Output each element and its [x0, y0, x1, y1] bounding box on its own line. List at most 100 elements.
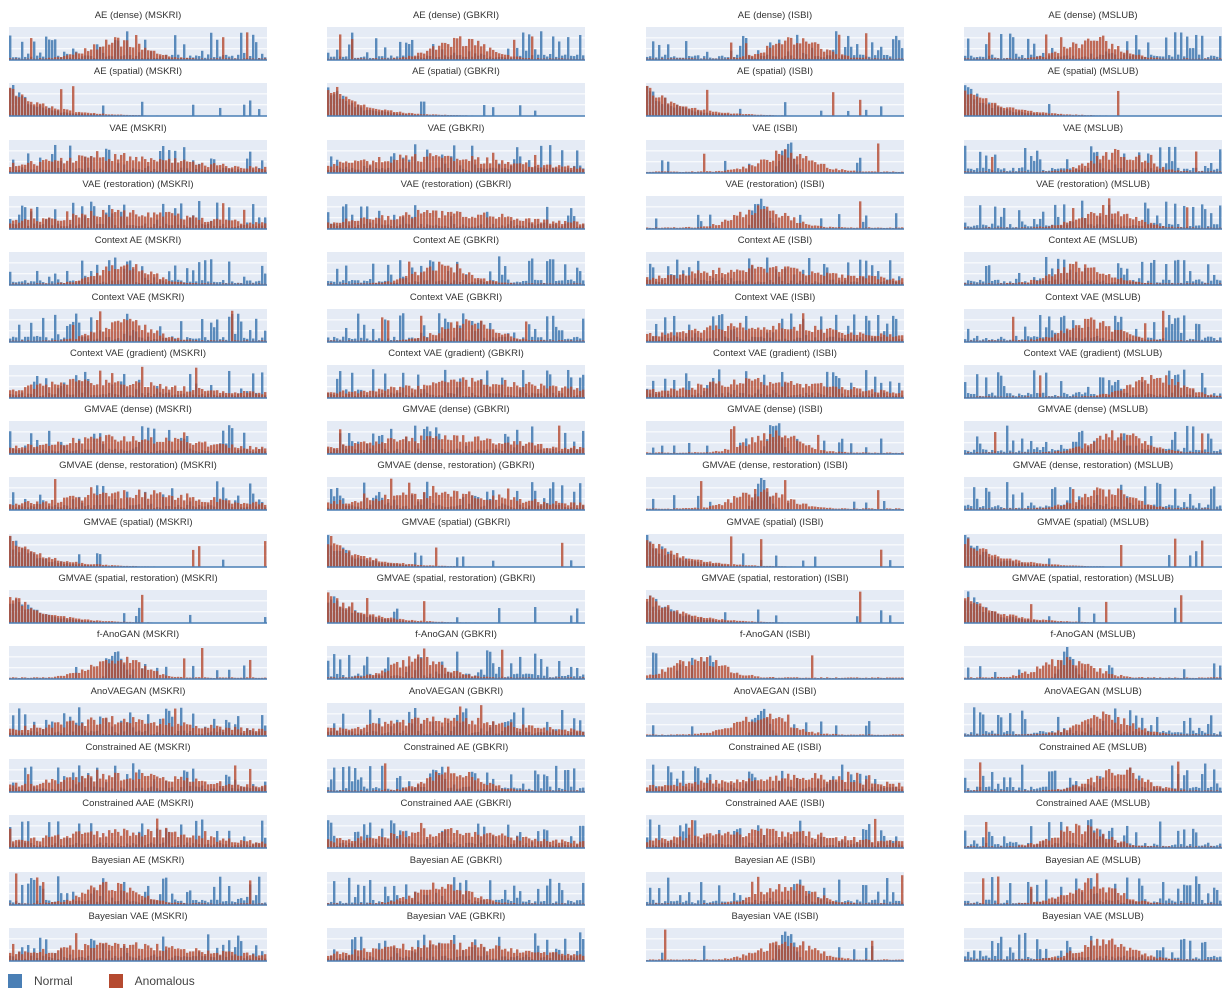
normal-bar	[1039, 314, 1042, 342]
anomalous-bar	[772, 45, 775, 60]
anomalous-bar	[582, 389, 585, 398]
normal-bar	[546, 206, 549, 229]
anomalous-bar	[682, 106, 685, 117]
normal-bar	[667, 44, 670, 60]
anomalous-bar	[1126, 384, 1129, 398]
normal-bar	[171, 54, 174, 60]
normal-bar	[664, 316, 667, 342]
normal-bar	[877, 50, 880, 60]
normal-bar	[1219, 393, 1222, 398]
anomalous-bar	[769, 47, 772, 60]
anomalous-bar	[579, 167, 582, 173]
anomalous-bar	[48, 108, 51, 117]
anomalous-bar	[850, 331, 853, 342]
anomalous-bar	[132, 209, 135, 229]
anomalous-bar	[1072, 207, 1075, 229]
anomalous-bar	[781, 386, 784, 398]
normal-bar	[1153, 321, 1156, 342]
anomalous-bar	[1117, 149, 1120, 173]
anomalous-bar	[429, 385, 432, 398]
anomalous-bar	[153, 274, 156, 286]
panel: VAE (restoration) (GBKRI)	[327, 175, 585, 231]
normal-bar	[1210, 55, 1213, 60]
anomalous-bar	[847, 55, 850, 60]
anomalous-bar	[1216, 395, 1219, 398]
anomalous-bar	[1192, 283, 1195, 286]
normal-bar	[546, 261, 549, 286]
anomalous-bar	[426, 267, 429, 286]
normal-bar	[1009, 33, 1012, 60]
anomalous-bar	[501, 334, 504, 342]
anomalous-bar	[1138, 154, 1141, 173]
anomalous-bar	[1153, 57, 1156, 60]
anomalous-bar	[552, 339, 555, 342]
anomalous-bar	[156, 388, 159, 398]
normal-bar	[576, 150, 579, 173]
anomalous-bar	[438, 381, 441, 398]
anomalous-bar	[384, 58, 387, 60]
anomalous-bar	[36, 384, 39, 398]
anomalous-bar	[811, 271, 814, 286]
anomalous-bar	[688, 275, 691, 286]
normal-bar	[1018, 273, 1021, 286]
anomalous-bar	[1186, 283, 1189, 286]
anomalous-bar	[1111, 213, 1114, 229]
anomalous-bar	[525, 218, 528, 229]
anomalous-bar	[1090, 40, 1093, 60]
normal-bar	[1003, 385, 1006, 398]
anomalous-bar	[742, 166, 745, 173]
anomalous-bar	[105, 214, 108, 229]
anomalous-bar	[447, 211, 450, 229]
anomalous-bar	[781, 44, 784, 60]
anomalous-bar	[111, 208, 114, 229]
anomalous-bar	[1162, 166, 1165, 173]
normal-bar	[1117, 379, 1120, 398]
anomalous-bar	[135, 319, 138, 342]
anomalous-bar	[135, 35, 138, 60]
normal-bar	[531, 336, 534, 342]
normal-bar	[453, 144, 456, 173]
anomalous-bar	[661, 278, 664, 286]
anomalous-bar	[486, 217, 489, 229]
panel: AE (spatial) (MSKRI)	[9, 62, 267, 118]
anomalous-bar	[60, 444, 63, 455]
anomalous-bar	[201, 217, 204, 229]
anomalous-bar	[1036, 112, 1039, 117]
anomalous-bar	[655, 97, 658, 117]
normal-bar	[198, 262, 201, 286]
anomalous-bar	[1003, 108, 1006, 117]
anomalous-bar	[15, 58, 18, 60]
normal-bar	[1000, 375, 1003, 398]
anomalous-bar	[1069, 47, 1072, 60]
anomalous-bar	[498, 332, 501, 342]
normal-bar	[1021, 221, 1024, 229]
normal-bar	[333, 56, 336, 60]
anomalous-bar	[808, 275, 811, 286]
anomalous-bar	[1147, 339, 1150, 342]
anomalous-bar	[114, 439, 117, 455]
normal-bar	[1189, 271, 1192, 286]
anomalous-bar	[718, 112, 721, 117]
anomalous-bar	[102, 270, 105, 286]
anomalous-bar	[96, 216, 99, 229]
anomalous-bar	[24, 386, 27, 398]
anomalous-bar	[156, 214, 159, 229]
anomalous-bar	[387, 281, 390, 286]
anomalous-bar	[384, 390, 387, 398]
normal-bar	[369, 279, 372, 286]
anomalous-bar	[811, 383, 814, 398]
anomalous-bar	[84, 277, 87, 286]
anomalous-bar	[360, 58, 363, 60]
normal-bar	[75, 313, 78, 342]
anomalous-bar	[45, 384, 48, 398]
normal-bar	[658, 44, 661, 60]
anomalous-bar	[45, 106, 48, 117]
panel-title: VAE (MSKRI)	[109, 122, 167, 134]
normal-bar	[1003, 281, 1006, 286]
normal-bar	[973, 57, 976, 60]
anomalous-bar	[348, 391, 351, 398]
anomalous-bar	[444, 42, 447, 60]
normal-bar	[1006, 392, 1009, 398]
normal-bar	[405, 42, 408, 60]
anomalous-bar	[706, 272, 709, 286]
